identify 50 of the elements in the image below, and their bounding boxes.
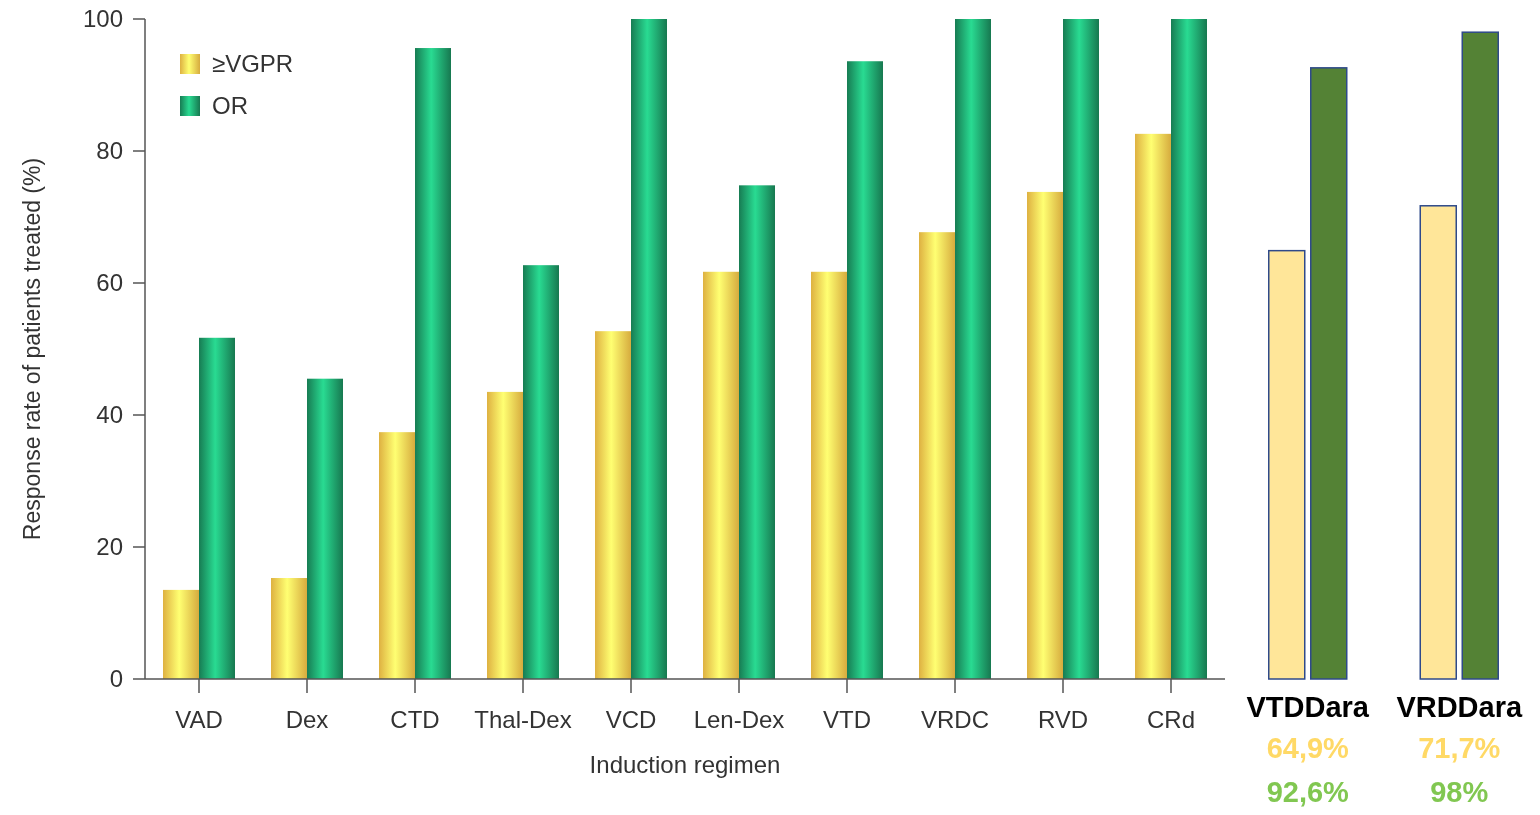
x-tick-label: CTD [390,706,440,733]
bar [1171,19,1207,679]
x-tick-label: VTDDara [1246,691,1370,723]
x-tick-label: Dex [285,706,329,733]
bar [919,232,955,679]
y-tick-label: 100 [82,5,123,33]
x-tick-label: VAD [175,706,223,733]
y-tick-label: 40 [96,401,123,429]
data-label: 92,6% [1266,776,1350,808]
bar [415,48,451,679]
bar [487,391,523,679]
bar [955,19,991,679]
x-tick-label: VRDC [920,706,990,733]
x-tick-label: VRDDara [1396,691,1523,723]
y-tick-label: 0 [109,665,123,693]
data-label: 71,7% [1418,732,1501,764]
bar [163,589,199,679]
y-tick-label: 60 [96,269,123,297]
bar [1268,249,1306,680]
x-tick-label: VCD [605,706,657,733]
legend-label: ≥VGPR [212,50,294,78]
x-axis-title: Induction regimen [589,751,781,778]
bar [271,578,307,679]
bar [1461,31,1499,680]
x-tick-label: RVD [1037,706,1089,733]
bar [703,271,739,679]
bar [1063,19,1099,679]
bar [739,185,775,679]
x-tick-label: VTD [823,706,871,733]
bar [811,271,847,679]
bar [1419,205,1457,680]
bar [1027,191,1063,679]
bar [523,265,559,679]
bar [199,337,235,679]
y-tick-label: 20 [96,533,123,561]
y-tick-label: 80 [96,137,123,165]
data-label: 98% [1430,776,1489,808]
legend-label: OR [212,92,248,120]
bar [307,378,343,679]
bar [1135,133,1171,679]
bar [847,61,883,679]
bar [595,331,631,679]
bar [631,19,667,679]
x-tick-label: Thal-Dex [474,706,572,733]
y-axis-title: Response rate of patients treated (%) [19,157,45,541]
x-tick-label: CRd [1146,706,1196,733]
x-tick-label: Len-Dex [693,706,785,733]
bar [1310,67,1348,680]
bar [379,432,415,679]
data-label: 64,9% [1266,732,1350,764]
